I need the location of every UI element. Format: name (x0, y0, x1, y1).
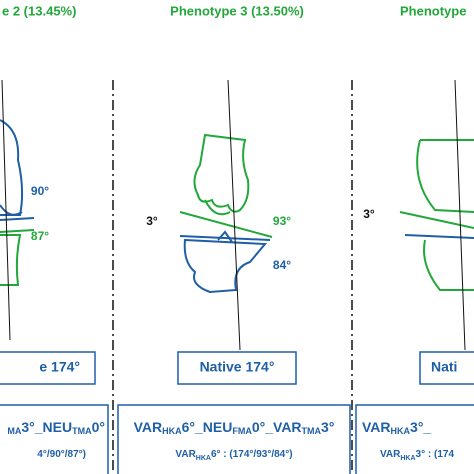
formula-text: 0° (252, 419, 265, 435)
subscript: TMA (72, 426, 92, 436)
panel-title: e 2 (13.45%) (2, 3, 76, 18)
native-box (177, 351, 297, 385)
subscript: HKA (196, 455, 211, 462)
angle-label: 3° (363, 207, 375, 221)
knee-right (399, 79, 474, 351)
panel-title: Phenotype (400, 3, 466, 18)
formula: 4°/90°/87°) (37, 449, 86, 460)
formula-box (355, 404, 474, 474)
native-label: Nati (431, 359, 457, 375)
subscript: MA (7, 426, 21, 436)
formula-text: 6° (182, 419, 195, 435)
formula-text: VAR (175, 449, 196, 460)
native-box (0, 351, 96, 385)
formula: VARHKA6°_NEUFMA0°_VARTMA3° (134, 419, 335, 437)
formula-text: 3°_ (410, 419, 431, 435)
formula-box (0, 404, 109, 474)
formula-text: 0° (92, 419, 105, 435)
subscript: HKA (400, 455, 415, 462)
formula: MA3°_NEUTMA0° (7, 419, 105, 437)
formula-box (117, 404, 351, 474)
subscript: FMA (232, 426, 252, 436)
subscript: HKA (391, 426, 411, 436)
formula: VARHKA3° : (174 (380, 449, 454, 462)
native-box (419, 351, 474, 385)
formula-text: _NEU (34, 419, 72, 435)
panel-title: Phenotype 3 (13.50%) (170, 3, 304, 18)
formula-text: 3° (321, 419, 334, 435)
subscript: HKA (162, 426, 182, 436)
formula: VARHKA6° : (174°/93°/84°) (175, 449, 292, 462)
subscript: TMA (302, 426, 322, 436)
angle-label: 3° (146, 214, 158, 228)
formula-text: VAR (362, 419, 391, 435)
angle-label: 87° (31, 229, 49, 243)
formula-text: VAR (380, 449, 401, 460)
formula-text: VAR (134, 419, 163, 435)
formula: VARHKA3°_ (362, 419, 431, 437)
knee-left (0, 79, 35, 341)
angle-label: 84° (273, 258, 291, 272)
native-label: Native 174° (200, 359, 275, 375)
angle-label: 90° (31, 184, 49, 198)
formula-text: 4°/90°/87°) (37, 449, 86, 460)
formula-text: 6° : (174°/93°/84°) (211, 449, 293, 460)
formula-text: 3° (21, 419, 34, 435)
formula-text: _NEU (194, 419, 232, 435)
knee-middle (179, 79, 273, 351)
formula-text: 3° : (174 (416, 449, 455, 460)
native-label: e 174° (39, 359, 80, 375)
angle-label: 93° (273, 214, 291, 228)
formula-text: _VAR (264, 419, 301, 435)
